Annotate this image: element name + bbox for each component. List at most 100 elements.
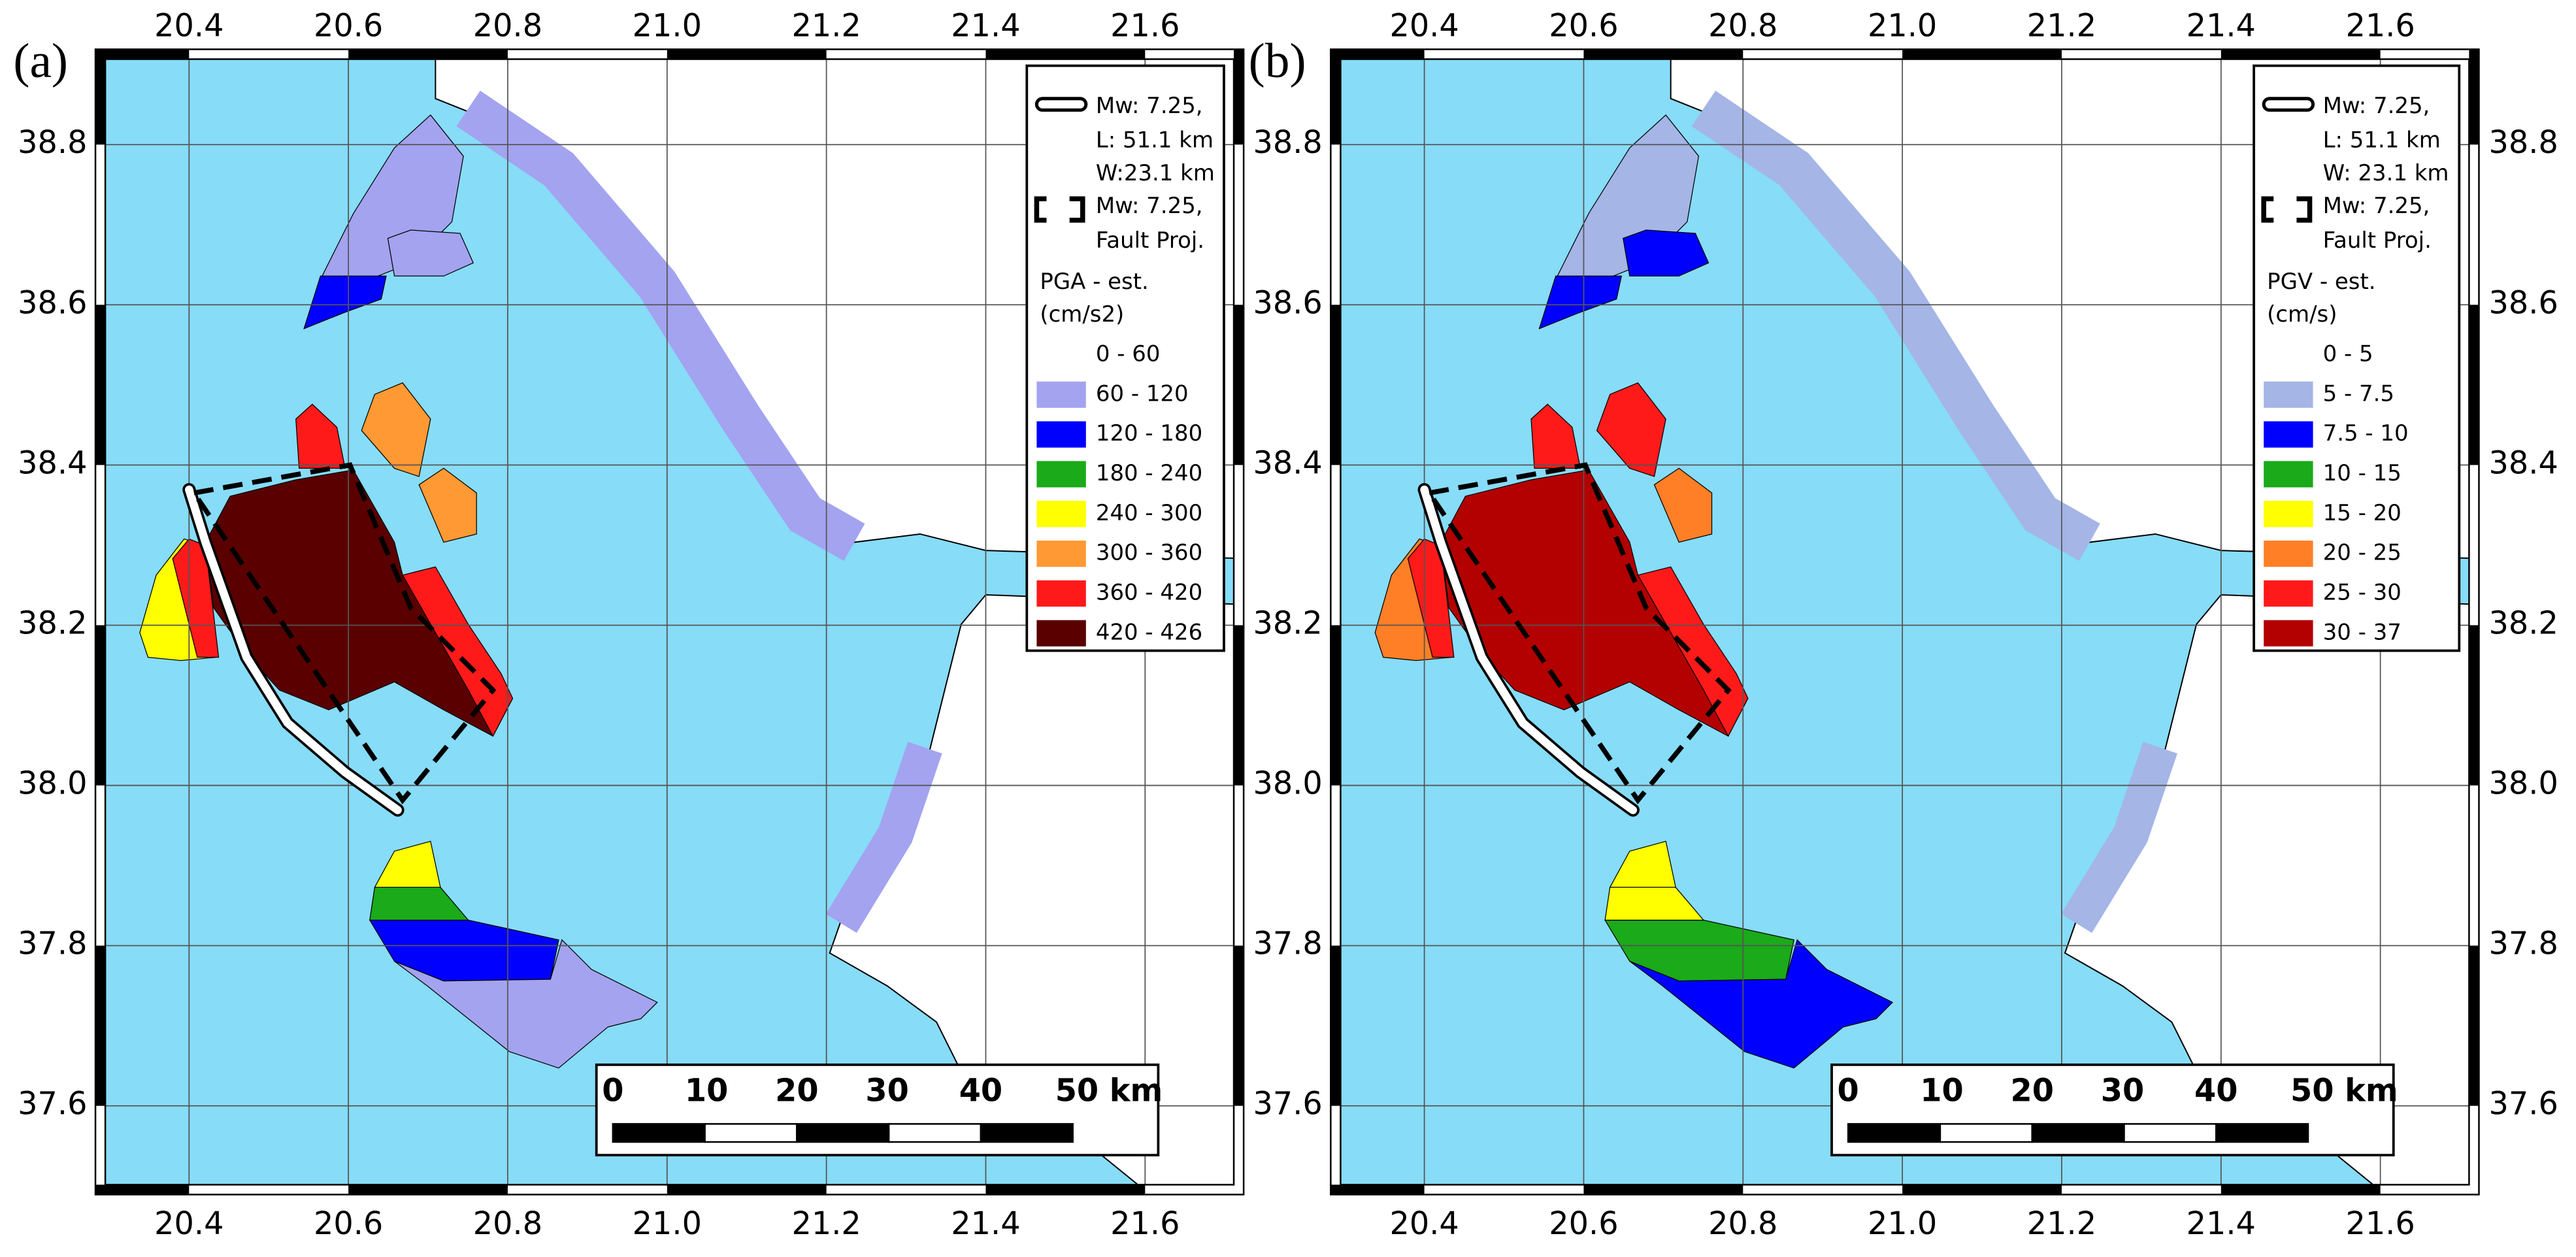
- frame-segment: [1330, 305, 1341, 465]
- lon-label: 21.2: [2027, 1206, 2096, 1242]
- legend-text: Fault Proj.: [2323, 228, 2432, 254]
- scale-label: 40: [2194, 1073, 2237, 1109]
- scale-label: 30: [2101, 1073, 2144, 1109]
- scale-label: 0: [602, 1073, 623, 1109]
- lon-label: 20.6: [314, 8, 383, 44]
- legend-class-label: 240 - 300: [1096, 501, 1202, 526]
- lon-label: 20.6: [1549, 8, 1618, 44]
- legend-text: L: 51.1 km: [2323, 128, 2441, 154]
- fault-trace: [1420, 485, 1638, 814]
- frame-segment: [1902, 1184, 2062, 1195]
- legend-swatch: [2264, 381, 2313, 408]
- lon-label: 20.6: [1549, 1206, 1618, 1242]
- lat-label: 38.4: [2489, 445, 2558, 481]
- panel-label: (a): [13, 34, 68, 88]
- island-zone: [1653, 467, 1713, 543]
- frame-segment: [95, 1184, 190, 1195]
- legend-class-label: 20 - 25: [2323, 541, 2402, 566]
- mainland-south: [829, 594, 1234, 1185]
- fault-trace: [185, 485, 402, 814]
- legend-swatch: [1036, 501, 1086, 528]
- scale-label: 40: [959, 1073, 1002, 1109]
- legend-class-label: 60 - 120: [1096, 381, 1189, 407]
- frame-segment: [95, 49, 106, 145]
- legend-class-label: 30 - 37: [2323, 620, 2402, 645]
- map-panel: 20.4 20.4 38.8 20.6 20.6 38.6 20.8 20.8 38.4 21.0…: [18, 8, 1245, 1242]
- island-zone: [1637, 566, 1749, 737]
- lon-label: 21.6: [1110, 1206, 1180, 1242]
- lat-label: 37.8: [18, 926, 87, 962]
- scale-label: 0: [1838, 1073, 1859, 1109]
- legend-fault-icon: [1034, 97, 1088, 112]
- lat-label: 38.2: [18, 605, 87, 641]
- lon-label: 21.0: [1868, 1206, 1937, 1242]
- legend-class-label: 300 - 360: [1096, 541, 1202, 566]
- lon-label: 21.0: [1868, 8, 1937, 44]
- scale-label: 20: [2010, 1073, 2053, 1109]
- fault-projection: [1425, 462, 1732, 805]
- legend-class-label: 5 - 7.5: [2323, 381, 2394, 407]
- lat-label: 38.6: [18, 285, 87, 321]
- frame-segment: [95, 305, 106, 465]
- lon-label: 20.4: [1389, 8, 1459, 44]
- frame-segment: [1330, 49, 1425, 59]
- legend-text: Mw: 7.25,: [1096, 193, 1203, 219]
- legend-swatch: [2264, 541, 2313, 567]
- lon-label: 20.6: [314, 1206, 383, 1242]
- scale-label: 10: [1920, 1073, 1963, 1109]
- frame-segment: [985, 49, 1146, 59]
- lat-label: 38.6: [1253, 285, 1322, 321]
- frame-segment: [667, 49, 827, 59]
- lat-label: 37.6: [1253, 1086, 1322, 1122]
- frame-segment: [1330, 49, 1341, 145]
- frame-segment: [1330, 1184, 1425, 1195]
- scale-label: 20: [775, 1073, 818, 1109]
- shaking-band: [825, 741, 942, 933]
- scale-segment: [2123, 1123, 2217, 1143]
- lon-label: 21.6: [2345, 1206, 2415, 1242]
- lon-label: 21.0: [633, 8, 702, 44]
- legend-text: Mw: 7.25,: [2323, 193, 2430, 219]
- frame-segment: [667, 1184, 827, 1195]
- scale-segment: [704, 1123, 798, 1143]
- lon-label: 21.4: [951, 8, 1020, 44]
- legend-swatch: [1036, 461, 1086, 488]
- fault-projection: [190, 462, 497, 805]
- lat-label: 37.8: [2489, 926, 2558, 962]
- lat-label: 38.6: [2489, 285, 2558, 321]
- scale-segment: [887, 1123, 982, 1143]
- scale-segment: [980, 1123, 1074, 1143]
- lon-label: 20.4: [1389, 1206, 1459, 1242]
- scale-segment: [1847, 1123, 1941, 1143]
- frame-segment: [2469, 305, 2479, 465]
- island-zone: [1530, 403, 1581, 469]
- lon-label: 20.4: [154, 8, 223, 44]
- scale-segment: [2215, 1123, 2309, 1143]
- legend-title: PGA - est.: [1040, 269, 1148, 295]
- frame-segment: [1902, 49, 2062, 59]
- island-zone: [295, 403, 346, 469]
- scale-label: 30: [865, 1073, 908, 1109]
- lon-label: 20.8: [1708, 8, 1777, 44]
- lon-label: 21.2: [791, 1206, 861, 1242]
- frame-segment: [2221, 1184, 2381, 1195]
- mainland-south: [2064, 594, 2469, 1185]
- legend-class-label: 360 - 420: [1096, 580, 1202, 605]
- shaking-band: [1691, 90, 2100, 561]
- legend-text: Fault Proj.: [1096, 228, 1204, 254]
- legend-title: (cm/s2): [1040, 302, 1124, 327]
- frame-segment: [348, 49, 508, 59]
- island-zone: [172, 538, 220, 658]
- legend-text: Mw: 7.25,: [1096, 93, 1203, 119]
- scale-segment: [796, 1123, 890, 1143]
- lon-label: 21.4: [951, 1206, 1020, 1242]
- frame-segment: [2469, 49, 2479, 145]
- frame-segment: [95, 49, 190, 59]
- lon-label: 21.2: [2027, 8, 2096, 44]
- lon-label: 21.6: [2345, 8, 2415, 44]
- lat-label: 38.2: [1253, 605, 1322, 641]
- lat-label: 38.0: [2489, 766, 2558, 802]
- legend-text: W: 23.1 km: [2323, 161, 2449, 186]
- lat-label: 38.4: [1253, 445, 1322, 481]
